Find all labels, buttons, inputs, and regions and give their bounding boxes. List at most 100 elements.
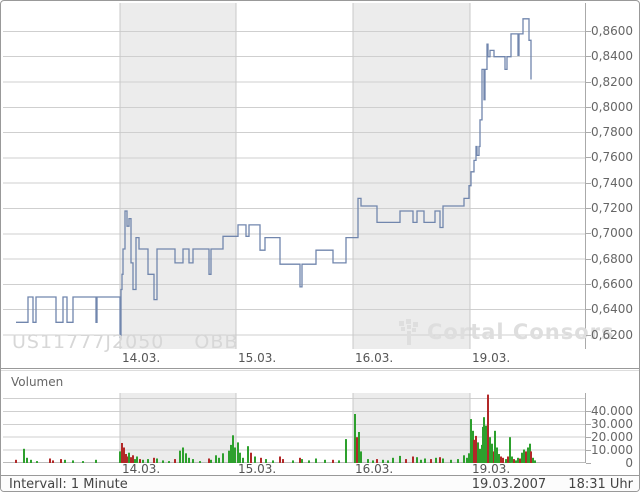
status-bar: Intervall: 1 Minute 19.03.2007 18:31 Uhr	[1, 475, 639, 492]
volume-bar	[315, 458, 317, 463]
volume-panel-title: Volumen	[11, 375, 64, 389]
volume-bar	[527, 447, 529, 463]
brand-text: Cortal Consors	[427, 320, 615, 344]
volume-bar	[199, 461, 201, 463]
price-y-axis-label: 0,6800	[591, 252, 633, 266]
volume-bar	[36, 461, 38, 463]
volume-bar	[473, 439, 475, 463]
volume-bar	[188, 457, 190, 463]
price-tick-mark	[586, 233, 591, 234]
volume-bar	[511, 456, 513, 463]
cortal-consors-logo-icon	[399, 319, 418, 345]
x-axis-label: 16.03.	[355, 462, 394, 476]
volume-bar	[442, 458, 444, 463]
x-axis-label: 15.03.	[238, 462, 277, 476]
x-axis-label: 14.03.	[122, 462, 161, 476]
volume-bar	[82, 461, 84, 463]
volume-bar	[532, 457, 534, 463]
price-tick-mark	[586, 208, 591, 209]
price-y-axis-label: 0,8000	[591, 100, 633, 114]
volume-bar	[234, 447, 236, 463]
volume-bar	[519, 458, 521, 463]
status-date: 19.03.2007	[471, 476, 547, 492]
x-axis-label: 15.03.	[238, 351, 277, 365]
volume-bar	[162, 460, 164, 463]
volume-bar	[457, 459, 459, 463]
volume-bar	[450, 459, 452, 463]
price-y-axis-label: 0,7200	[591, 201, 633, 215]
day-band	[353, 3, 470, 349]
volume-bar	[416, 457, 418, 463]
volume-bar	[130, 457, 132, 463]
volume-bar	[228, 450, 230, 463]
volume-bar	[230, 444, 232, 463]
volume-bar	[142, 459, 144, 463]
volume-bar	[392, 457, 394, 463]
panel-separator	[1, 368, 639, 369]
volume-bar	[507, 456, 509, 463]
price-y-axis-label: 0,7400	[591, 176, 633, 190]
volume-bar	[179, 450, 181, 463]
x-axis-label: 19.03.	[472, 462, 511, 476]
price-tick-mark	[586, 132, 591, 133]
volume-bar	[121, 443, 123, 463]
day-band	[120, 393, 236, 463]
status-datetime: 19.03.2007 18:31 Uhr	[454, 477, 633, 492]
price-tick-mark	[586, 309, 591, 310]
volume-bar	[324, 459, 326, 463]
volume-bar	[530, 451, 532, 463]
volume-bar	[372, 460, 374, 463]
volume-bar	[500, 456, 502, 463]
volume-bar	[301, 459, 303, 463]
volume-bar	[430, 459, 432, 463]
volume-bar	[95, 459, 97, 463]
volume-bar	[182, 447, 184, 463]
price-y-axis-label: 0,8400	[591, 49, 633, 63]
price-tick-mark	[586, 157, 591, 158]
panel-separator-highlight	[1, 370, 639, 371]
volume-bar	[242, 457, 244, 463]
volume-bar	[479, 448, 481, 463]
volume-bar	[405, 459, 407, 463]
price-tick-mark	[586, 183, 591, 184]
volume-bar	[356, 437, 358, 463]
volume-y-axis-label: 30.000	[591, 417, 633, 431]
volume-bar	[475, 435, 477, 463]
volume-tick-mark	[586, 463, 591, 464]
volume-bar	[360, 451, 362, 463]
volume-bar	[502, 457, 504, 463]
volume-bar	[308, 460, 310, 463]
volume-bar	[491, 443, 493, 463]
volume-bar	[123, 447, 125, 463]
volume-bar	[254, 456, 256, 463]
volume-bar	[215, 455, 217, 463]
volume-bar	[509, 437, 511, 463]
volume-bar	[139, 459, 141, 463]
price-tick-mark	[586, 82, 591, 83]
volume-bar	[239, 452, 241, 463]
volume-bar	[292, 460, 294, 463]
price-tick-mark	[586, 107, 591, 108]
volume-bar	[64, 459, 66, 463]
volume-bar	[521, 452, 523, 463]
x-axis-label: 19.03.	[472, 351, 511, 365]
price-tick-mark	[586, 284, 591, 285]
volume-bar	[147, 459, 149, 463]
volume-bar	[134, 459, 136, 463]
price-y-axis-label: 0,6400	[591, 302, 633, 316]
volume-bar	[483, 417, 485, 463]
volume-bar	[185, 453, 187, 463]
volume-bar	[192, 459, 194, 463]
volume-tick-mark	[586, 424, 591, 425]
volume-bar	[299, 457, 301, 463]
volume-bar	[387, 460, 389, 463]
volume-tick-mark	[586, 411, 591, 412]
volume-bar	[265, 459, 267, 463]
volume-bar	[30, 459, 32, 463]
volume-y-axis-label: 20.000	[591, 430, 633, 444]
price-y-axis-label: 0,7600	[591, 150, 633, 164]
price-y-axis-label: 0,6200	[591, 328, 633, 342]
volume-tick-mark	[586, 437, 591, 438]
volume-tick-mark	[586, 450, 591, 451]
volume-bar	[487, 394, 489, 463]
